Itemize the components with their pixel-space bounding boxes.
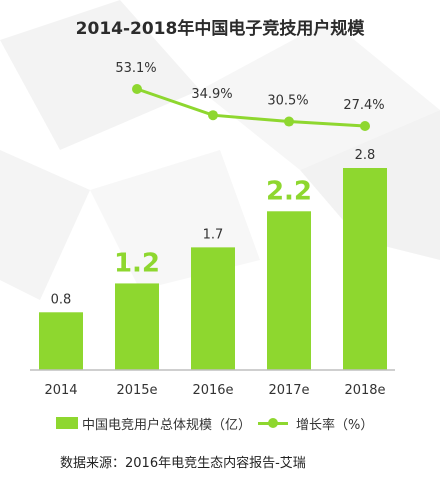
- bar-value-label: 2.8: [355, 148, 376, 163]
- growth-rate-label: 53.1%: [115, 61, 156, 76]
- bar-2014: [39, 312, 83, 370]
- data-source: 数据来源：2016年电竞生态内容报告-艾瑞: [60, 456, 306, 471]
- growth-rate-label: 34.9%: [191, 87, 232, 102]
- legend-line-dot: [268, 418, 278, 428]
- growth-rate-point: [132, 84, 142, 94]
- legend-line-label: 增长率（%）: [296, 418, 374, 433]
- bar-value-label: 2.2: [266, 176, 312, 206]
- growth-rate-point: [208, 110, 218, 121]
- bar-value-label: 0.8: [51, 292, 72, 307]
- legend-bar-label: 中国电竞用户总体规模（亿）: [82, 418, 252, 433]
- growth-rate-label: 27.4%: [343, 98, 384, 113]
- bar-value-label: 1.2: [114, 248, 160, 278]
- growth-rate-point: [360, 121, 370, 131]
- x-tick-label: 2018e: [344, 383, 385, 398]
- x-tick-label: 2016e: [192, 383, 233, 398]
- bar-2016e: [191, 247, 235, 370]
- x-tick-label: 2017e: [268, 383, 309, 398]
- bar-2018e: [343, 168, 387, 370]
- x-tick-label: 2014: [44, 383, 77, 398]
- x-tick-label: 2015e: [116, 383, 157, 398]
- bar-value-label: 1.7: [203, 227, 224, 242]
- growth-rate-point: [284, 116, 294, 127]
- bar-2015e: [115, 283, 159, 370]
- growth-rate-line: [136, 87, 366, 128]
- growth-rate-label: 30.5%: [267, 94, 308, 109]
- legend-bar-swatch: [56, 417, 78, 429]
- chart-title: 2014-2018年中国电子竞技用户规模: [75, 19, 365, 39]
- bar-2017e: [267, 211, 311, 370]
